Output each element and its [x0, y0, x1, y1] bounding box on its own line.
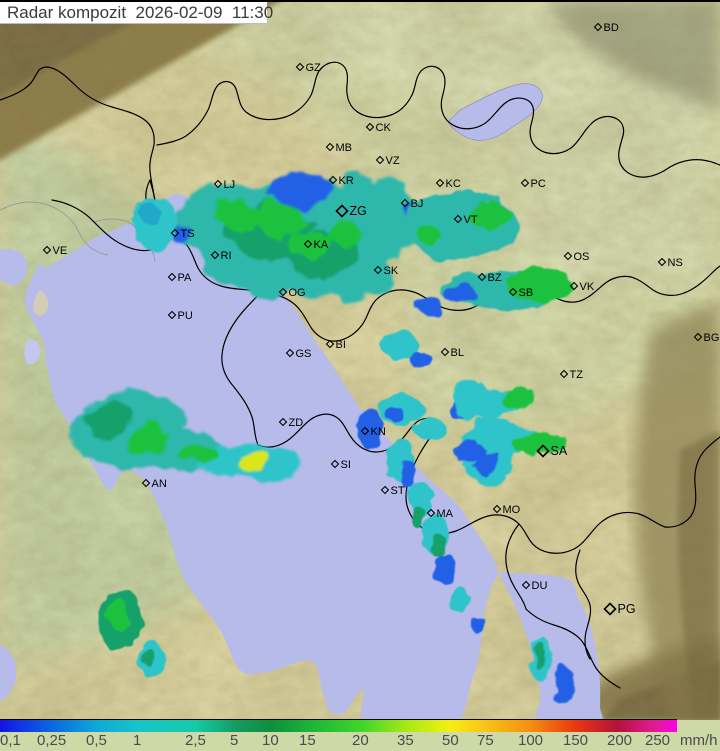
- svg-text:KC: KC: [446, 178, 461, 190]
- svg-text:VT: VT: [464, 214, 478, 226]
- svg-text:OG: OG: [289, 287, 306, 299]
- svg-text:BZ: BZ: [488, 272, 502, 284]
- svg-text:AN: AN: [152, 478, 167, 490]
- svg-text:PA: PA: [178, 272, 193, 284]
- svg-text:KR: KR: [339, 175, 354, 187]
- svg-text:OS: OS: [574, 251, 590, 263]
- svg-text:VZ: VZ: [386, 155, 400, 167]
- svg-text:ZG: ZG: [350, 204, 367, 218]
- svg-text:BI: BI: [336, 339, 346, 351]
- svg-text:CK: CK: [376, 122, 392, 134]
- svg-text:VK: VK: [580, 281, 595, 293]
- svg-text:RI: RI: [221, 250, 232, 262]
- svg-text:BL: BL: [451, 347, 464, 359]
- svg-text:SB: SB: [519, 287, 534, 299]
- svg-text:NS: NS: [668, 257, 683, 269]
- svg-text:BJ: BJ: [411, 198, 424, 210]
- svg-text:KN: KN: [371, 426, 386, 438]
- svg-text:GZ: GZ: [306, 62, 322, 74]
- svg-text:PU: PU: [178, 310, 193, 322]
- svg-text:GS: GS: [296, 348, 312, 360]
- svg-text:ZD: ZD: [289, 417, 304, 429]
- svg-text:KA: KA: [314, 239, 329, 251]
- svg-text:SA: SA: [551, 444, 568, 458]
- svg-text:VE: VE: [53, 245, 68, 257]
- svg-text:MO: MO: [503, 504, 521, 516]
- svg-text:BG: BG: [704, 332, 720, 344]
- svg-text:TZ: TZ: [570, 369, 584, 381]
- svg-text:LJ: LJ: [224, 179, 236, 191]
- svg-text:SI: SI: [341, 459, 351, 471]
- svg-text:PG: PG: [618, 602, 636, 616]
- svg-text:DU: DU: [532, 580, 548, 592]
- svg-text:SK: SK: [384, 265, 399, 277]
- svg-text:ST: ST: [391, 485, 405, 497]
- svg-text:PC: PC: [531, 178, 546, 190]
- svg-text:TS: TS: [181, 228, 195, 240]
- svg-text:BD: BD: [604, 22, 619, 34]
- svg-text:MB: MB: [336, 142, 353, 154]
- svg-text:MA: MA: [437, 508, 454, 520]
